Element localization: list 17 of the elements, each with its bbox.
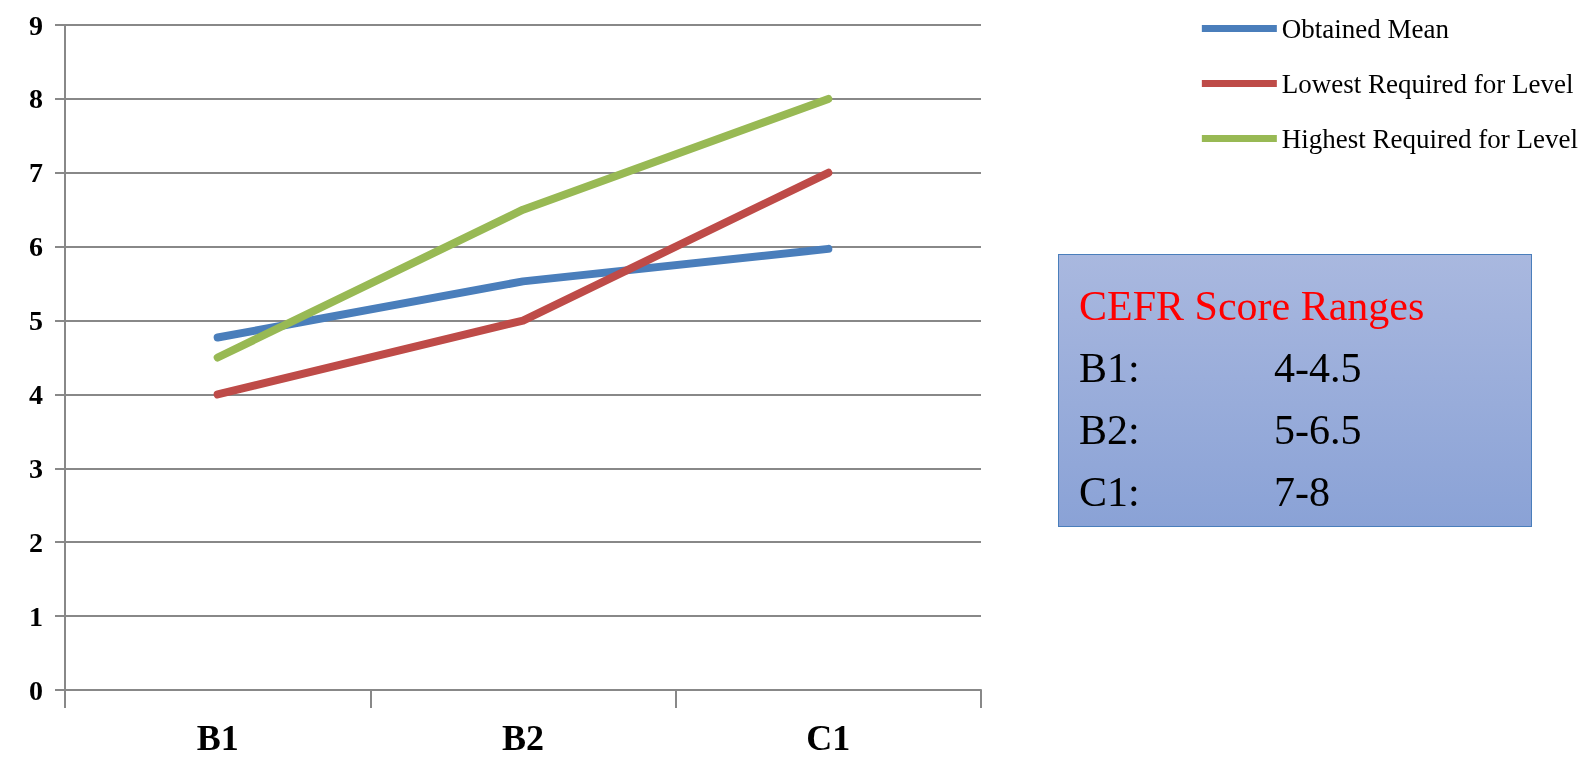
x-tick-label: C1 [806,718,851,758]
y-tick-label: 7 [29,157,43,189]
x-tick-label: B1 [196,718,239,758]
y-tick-label: 2 [29,526,43,558]
legend-label: Lowest Required for Level [1281,68,1574,99]
y-tick-label: 6 [29,231,43,263]
y-tick-label: 9 [29,9,43,41]
y-tick-label: 5 [29,305,43,337]
text-box: CEFR Score Ranges B1: 4-4.5 B2: 5-6.5 C1: 7-8 [1058,254,1532,527]
x-tick-label: B2 [501,718,545,758]
y-tick-label: 4 [29,378,43,410]
y-tick-label: 3 [29,452,43,484]
y-tick-label: 1 [29,600,43,632]
legend-label: Highest Required for Level [1281,123,1578,154]
y-tick-label: 8 [29,83,43,115]
y-tick-label: 0 [29,674,43,706]
legend-label: Obtained Mean [1281,13,1450,44]
